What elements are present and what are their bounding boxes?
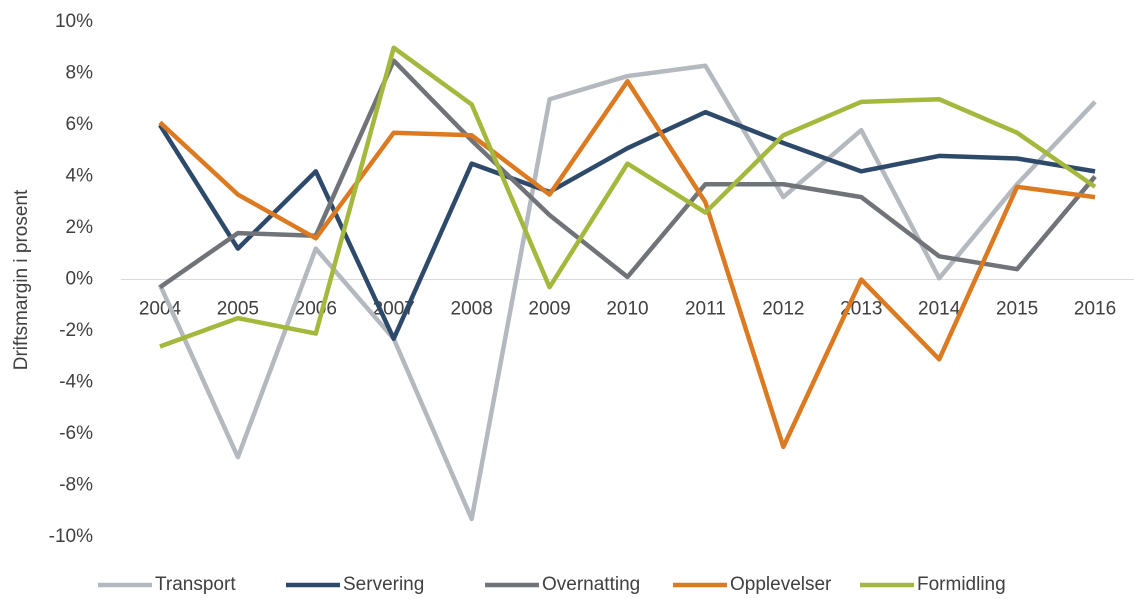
- x-tick-label: 2016: [1074, 299, 1116, 320]
- y-tick-label: 2%: [66, 217, 94, 238]
- legend-label: Transport: [155, 574, 236, 595]
- line-series: [158, 78, 1096, 450]
- legend-label: Opplevelser: [730, 574, 832, 595]
- x-tick-label: 2009: [528, 299, 570, 320]
- x-tick-label: 2012: [762, 299, 804, 320]
- x-tick-label: 2006: [295, 299, 337, 320]
- y-tick-label: 8%: [66, 63, 94, 84]
- legend-label: Formidling: [917, 574, 1006, 595]
- y-tick-label: 10%: [55, 11, 93, 32]
- y-tick-label: 0%: [66, 269, 94, 290]
- line-series: [158, 109, 1096, 341]
- x-tick-label: 2011: [685, 299, 726, 320]
- line-series: [158, 58, 1097, 290]
- y-tick-label: 6%: [66, 114, 94, 135]
- line-series: [159, 45, 1097, 349]
- x-tick-label: 2005: [217, 299, 259, 320]
- line-series: [157, 63, 1097, 522]
- y-tick-label: 4%: [66, 166, 94, 187]
- y-tick-label: -4%: [59, 372, 93, 393]
- x-tick-label: 2015: [996, 299, 1038, 320]
- legend-label: Servering: [343, 574, 424, 595]
- x-tick-label: 2010: [606, 299, 648, 320]
- y-tick-label: -6%: [59, 423, 93, 444]
- y-tick-label: -2%: [59, 320, 93, 341]
- y-axis-label: Driftsmargin i prosent: [11, 189, 32, 370]
- legend-label: Overnatting: [542, 574, 640, 595]
- y-tick-label: -8%: [59, 475, 93, 496]
- x-tick-label: 2014: [918, 299, 961, 320]
- x-tick-label: 2008: [451, 299, 493, 320]
- y-tick-label: -10%: [49, 526, 93, 547]
